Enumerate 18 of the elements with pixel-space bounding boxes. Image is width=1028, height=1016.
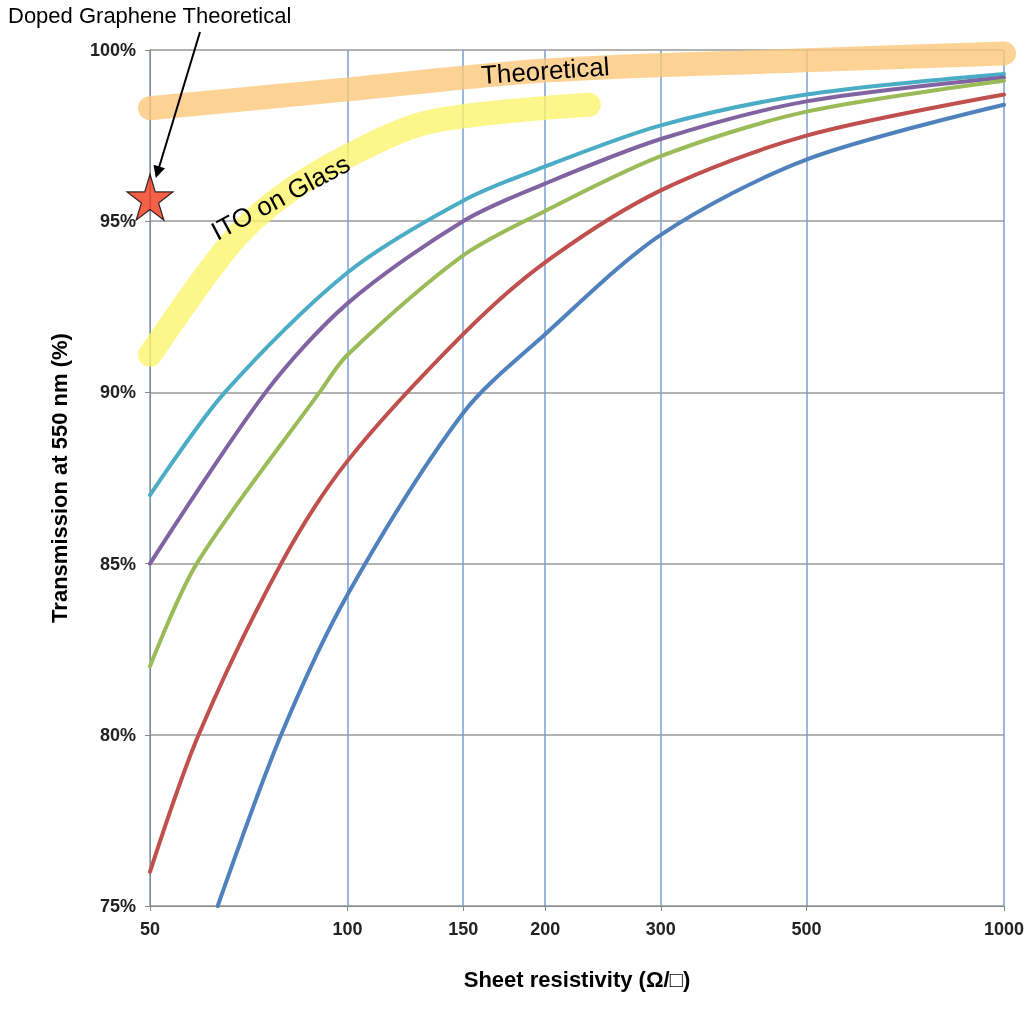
text: ITO on Glass	[205, 148, 355, 247]
series-label: Theoretical	[479, 51, 611, 91]
x-tick-label: 50	[139, 919, 161, 939]
y-tick-label: 80%	[99, 724, 136, 745]
y-tick-label: 85%	[99, 553, 136, 574]
x-tick-label: 100	[332, 919, 363, 939]
y-tick-label: 95%	[99, 211, 136, 232]
x-tick-label: 150	[448, 919, 479, 939]
text: Doped Graphene Theoretical	[8, 2, 292, 28]
x-tick-label: 1000	[983, 919, 1025, 939]
x-tick-label: 500	[791, 919, 822, 939]
x-axis-title: Sheet resistivity (Ω/□)	[463, 966, 691, 992]
y-axis-title: Transmission at 550 nm (%)	[46, 333, 72, 623]
y-tick-label: 75%	[99, 896, 136, 916]
x-tick-label: 300	[645, 919, 676, 939]
x-tick-label: 200	[530, 919, 561, 939]
y-tick-label: 100%	[89, 40, 136, 60]
y-tick-label: 90%	[99, 382, 136, 403]
